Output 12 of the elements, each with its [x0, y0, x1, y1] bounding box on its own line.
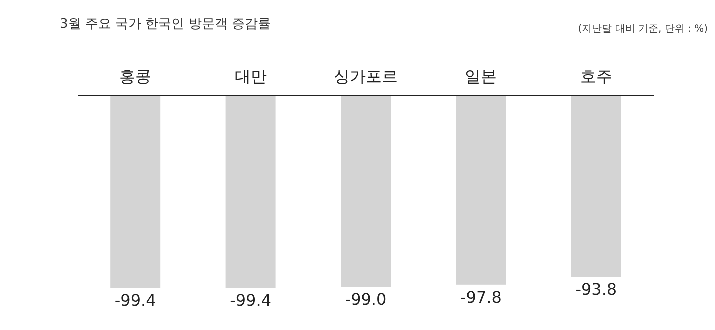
x-tick-label: 일본: [465, 67, 498, 86]
data-label: -97.8: [460, 288, 502, 307]
x-tick-label: 호주: [580, 67, 612, 86]
data-label: -99.0: [345, 290, 387, 310]
text: (지난달 대비 기준, 단위 : %): [578, 24, 708, 35]
x-tick-label: 대만: [234, 67, 267, 86]
data-label: -93.8: [576, 280, 618, 300]
chart-title: 3월 주요 국가 한국인 방문객 증감률: [60, 17, 271, 32]
x-tick-label: 홍콩: [120, 67, 152, 86]
data-label: -99.4: [230, 291, 272, 310]
data-label: -99.4: [114, 291, 156, 310]
x-tick-label: 싱가포르: [334, 67, 398, 86]
